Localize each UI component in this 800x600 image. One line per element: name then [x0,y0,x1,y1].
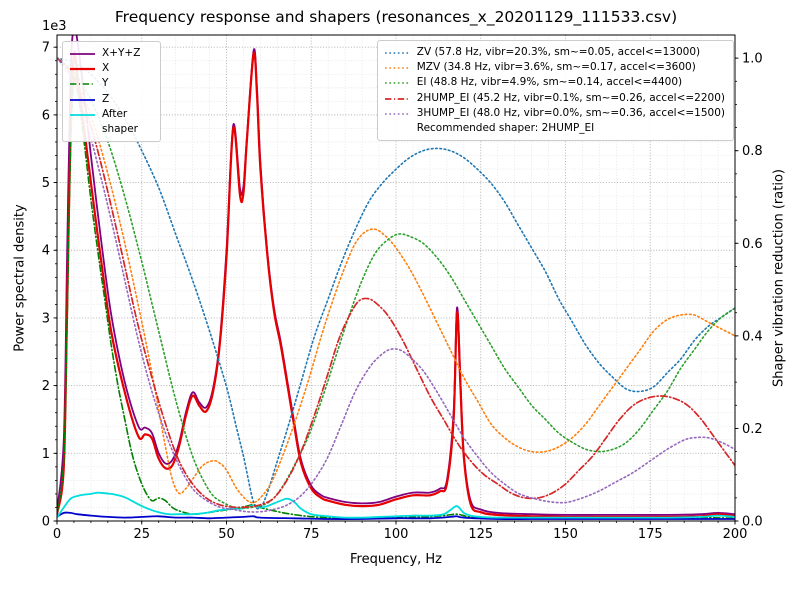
legend-note-text: Recommended shaper: 2HUMP_EI [416,122,595,135]
legend-label-ei: EI (48.8 Hz, vibr=4.9%, sm~=0.14, accel<… [416,76,683,89]
series-group [57,35,735,520]
svg-text:7: 7 [42,41,50,56]
legend-label-mzv: MZV (34.8 Hz, vibr=3.6%, sm~=0.17, accel… [416,61,696,74]
series-z [57,511,735,520]
series-2hump-ei [57,57,735,509]
legend-item-3hump-ei: 3HUMP_EI (48.0 Hz, vibr=0.0%, sm~=0.36, … [384,106,725,121]
svg-text:0.2: 0.2 [742,422,763,437]
series-3hump-ei [57,57,735,513]
svg-text:3: 3 [42,311,50,326]
legend-label-3hump-ei: 3HUMP_EI (48.0 Hz, vibr=0.0%, sm~=0.36, … [416,106,725,119]
legend-item-2hump-ei: 2HUMP_EI (45.2 Hz, vibr=0.1%, sm~=0.26, … [384,91,725,106]
line-swatch-ei-icon [384,75,411,90]
line-swatch-y-icon [69,76,96,91]
legend-psd: X+Y+Z X Y Z After shaper [62,41,161,143]
y-right-axis-label: Shaper vibration reduction (ratio) [771,169,787,387]
y-left-offset-label: 1e3 [42,19,67,34]
svg-text:5: 5 [42,176,50,191]
legend-label-xyz: X+Y+Z [102,47,141,59]
svg-text:125: 125 [468,527,493,542]
svg-text:1: 1 [42,447,50,462]
svg-text:0.4: 0.4 [742,329,763,344]
legend-item-ei: EI (48.8 Hz, vibr=4.9%, sm~=0.14, accel<… [384,75,725,90]
line-swatch-x-icon [69,61,96,76]
y-left-axis-label: Power spectral density [12,204,28,352]
legend-item-zv: ZV (57.8 Hz, vibr=20.3%, sm~=0.05, accel… [384,45,725,60]
svg-text:175: 175 [638,527,663,542]
line-swatch-zv-icon [384,45,411,60]
line-swatch-mzv-icon [384,60,411,75]
legend-item-x: X [69,61,152,76]
legend-item-mzv: MZV (34.8 Hz, vibr=3.6%, sm~=0.17, accel… [384,60,725,75]
legend-item-xyz: X+Y+Z [69,46,152,61]
svg-text:0.8: 0.8 [742,144,763,159]
svg-text:6: 6 [42,108,50,123]
svg-text:2: 2 [42,379,50,394]
legend-recommended-note: Recommended shaper: 2HUMP_EI [384,121,725,136]
legend-label-x: X [102,62,110,75]
svg-text:25: 25 [133,527,150,542]
svg-text:0.6: 0.6 [742,237,763,252]
svg-text:75: 75 [303,527,320,542]
line-swatch-xyz-icon [69,46,96,61]
legend-item-z: Z [69,92,152,107]
series-zv [57,57,735,510]
svg-text:100: 100 [384,527,409,542]
x-axis-label: Frequency, Hz [349,552,443,567]
svg-text:0.0: 0.0 [742,515,763,530]
svg-text:1.0: 1.0 [742,52,763,67]
legend-shapers: ZV (57.8 Hz, vibr=20.3%, sm~=0.05, accel… [376,40,734,142]
series-after-shaper [57,491,735,519]
legend-label-zv: ZV (57.8 Hz, vibr=20.3%, sm~=0.05, accel… [416,46,701,58]
line-swatch-2hump-ei-icon [384,91,411,106]
line-swatch-empty [384,121,411,136]
line-swatch-z-icon [69,92,96,107]
svg-text:0: 0 [42,515,50,530]
line-swatch-after-shaper-icon [69,107,96,122]
svg-text:4: 4 [42,244,50,259]
legend-label-y: Y [102,77,109,90]
svg-text:150: 150 [553,527,578,542]
svg-text:0: 0 [53,527,61,542]
plot-frame [56,34,736,522]
line-swatch-3hump-ei-icon [384,106,411,121]
legend-label-2hump-ei: 2HUMP_EI (45.2 Hz, vibr=0.1%, sm~=0.26, … [416,91,725,104]
legend-item-after-shaper: After shaper [69,107,152,137]
chart-title: Frequency response and shapers (resonanc… [114,8,678,26]
legend-item-y: Y [69,76,152,91]
legend-label-z: Z [102,92,110,105]
series-mzv [57,57,735,504]
legend-label-after-shaper: After shaper [102,107,139,136]
series-x [57,50,735,519]
svg-text:50: 50 [218,527,235,542]
series-ei [57,57,735,509]
svg-text:200: 200 [723,527,748,542]
